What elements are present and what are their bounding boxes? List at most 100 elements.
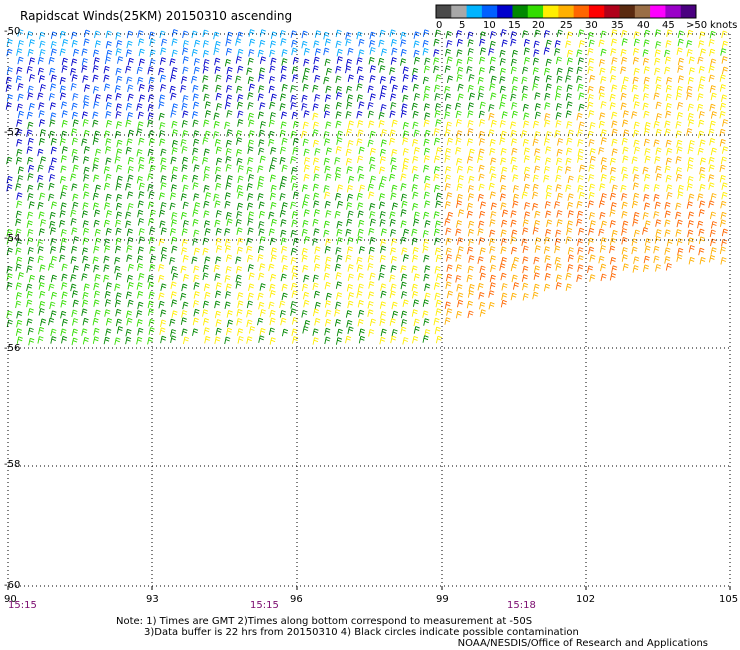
wind-barb bbox=[269, 283, 276, 292]
wind-barb bbox=[521, 130, 528, 138]
wind-barb bbox=[534, 237, 541, 245]
wind-barb bbox=[389, 110, 396, 118]
wind-barb bbox=[532, 174, 539, 183]
wind-barb bbox=[83, 84, 91, 92]
wind-barb bbox=[27, 184, 34, 193]
wind-barb bbox=[279, 156, 286, 165]
wind-barb bbox=[105, 110, 112, 119]
wind-barb bbox=[127, 263, 134, 272]
wind-barb bbox=[292, 191, 299, 199]
wind-barb bbox=[576, 218, 583, 227]
wind-barb bbox=[697, 103, 704, 112]
wind-barb bbox=[576, 49, 583, 57]
wind-barb bbox=[599, 112, 606, 120]
wind-barb bbox=[214, 66, 221, 74]
wind-barb bbox=[664, 210, 671, 218]
wind-barb bbox=[379, 148, 386, 157]
wind-barb bbox=[136, 66, 143, 75]
wind-barb bbox=[490, 119, 497, 128]
wind-barb bbox=[722, 119, 729, 127]
wind-barb bbox=[686, 164, 694, 172]
wind-barb bbox=[50, 31, 57, 39]
wind-barb bbox=[523, 112, 530, 120]
wind-barb bbox=[710, 147, 717, 156]
wind-barb bbox=[587, 94, 594, 102]
wind-barb bbox=[664, 256, 671, 264]
wind-barb bbox=[555, 174, 562, 183]
wind-barb bbox=[489, 138, 496, 147]
wind-barb bbox=[653, 120, 660, 129]
wind-barb bbox=[171, 166, 178, 174]
wind-barb bbox=[160, 47, 167, 55]
wind-barb bbox=[345, 157, 352, 166]
wind-barb bbox=[257, 182, 264, 190]
wind-barb bbox=[411, 165, 418, 174]
wind-barb bbox=[136, 310, 143, 318]
wind-barb bbox=[16, 138, 23, 147]
wind-barb bbox=[588, 139, 595, 147]
wind-barb bbox=[467, 102, 474, 110]
wind-barb bbox=[336, 200, 344, 209]
wind-barb bbox=[235, 148, 243, 157]
wind-barb bbox=[456, 30, 463, 38]
wind-barb bbox=[246, 183, 253, 191]
wind-barb bbox=[522, 85, 529, 94]
wind-barb bbox=[171, 38, 178, 46]
wind-barb bbox=[413, 129, 420, 138]
colorbar-tick-label: >50 bbox=[686, 20, 708, 31]
wind-barb bbox=[555, 229, 562, 238]
wind-barb bbox=[335, 65, 342, 74]
wind-barb bbox=[488, 112, 495, 121]
wind-barb bbox=[380, 176, 387, 184]
wind-barb bbox=[248, 119, 255, 127]
wind-barb bbox=[48, 193, 55, 202]
wind-barb bbox=[512, 185, 519, 193]
wind-barb bbox=[378, 57, 385, 66]
wind-barb bbox=[224, 228, 231, 236]
wind-barb bbox=[180, 139, 187, 147]
wind-barb bbox=[676, 112, 683, 120]
wind-barb bbox=[358, 49, 365, 57]
wind-barb bbox=[600, 173, 607, 182]
wind-barb bbox=[524, 211, 531, 219]
wind-barb bbox=[620, 66, 627, 74]
wind-barb bbox=[37, 164, 44, 173]
wind-barb bbox=[424, 57, 431, 66]
wind-barb bbox=[544, 255, 551, 263]
wind-barb bbox=[269, 40, 277, 48]
wind-barb bbox=[644, 220, 651, 228]
wind-barb bbox=[411, 102, 418, 111]
wind-barb bbox=[83, 38, 90, 46]
wind-barb bbox=[698, 247, 705, 256]
wind-barb bbox=[566, 31, 573, 39]
wind-barb bbox=[323, 31, 330, 40]
wind-barb bbox=[182, 336, 190, 345]
wind-barb bbox=[467, 120, 474, 128]
wind-barb bbox=[622, 76, 629, 84]
wind-barb bbox=[170, 219, 178, 227]
wind-barb bbox=[576, 75, 583, 84]
wind-barb bbox=[688, 119, 695, 127]
wind-barb bbox=[182, 95, 189, 103]
wind-barb bbox=[632, 129, 640, 138]
wind-barb bbox=[620, 84, 627, 93]
wind-barb bbox=[83, 166, 90, 175]
wind-barb bbox=[358, 146, 365, 155]
wind-barb bbox=[468, 255, 475, 263]
wind-barb bbox=[27, 211, 34, 220]
wind-barb bbox=[510, 58, 517, 67]
wind-barb bbox=[445, 273, 453, 282]
wind-barb bbox=[248, 29, 255, 37]
wind-barb bbox=[158, 300, 165, 309]
colorbar-tick-label: 20 bbox=[532, 20, 545, 31]
wind-barb bbox=[642, 166, 649, 175]
wind-barb bbox=[115, 211, 123, 219]
wind-barb bbox=[191, 156, 198, 164]
wind-barb bbox=[654, 49, 661, 57]
wind-barb bbox=[478, 173, 485, 182]
wind-barb bbox=[126, 76, 133, 85]
wind-barb bbox=[324, 318, 332, 327]
colorbar-swatch bbox=[543, 5, 559, 18]
wind-barb bbox=[600, 273, 607, 282]
wind-barb bbox=[149, 255, 157, 263]
